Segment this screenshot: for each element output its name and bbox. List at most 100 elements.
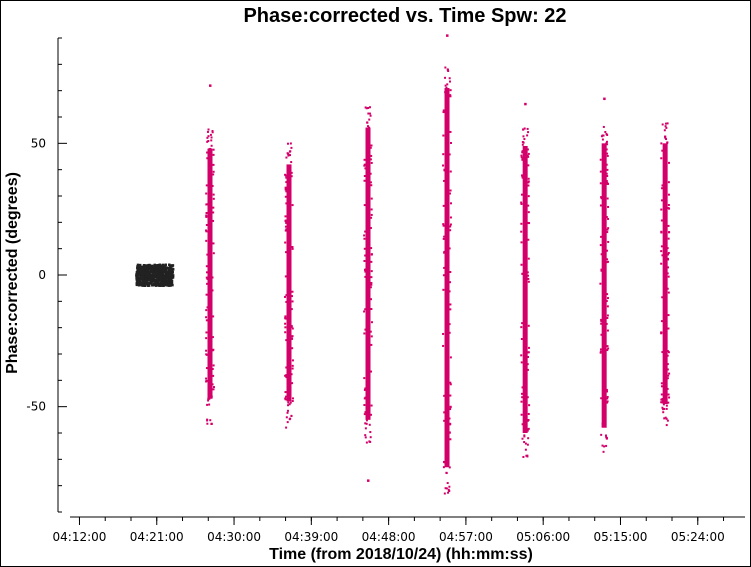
data-point <box>284 219 287 222</box>
data-point <box>667 393 670 396</box>
data-point <box>607 182 610 185</box>
chart-title: Phase:corrected vs. Time Spw: 22 <box>243 5 566 27</box>
data-point <box>667 193 670 196</box>
data-point <box>205 192 208 195</box>
data-point <box>146 266 150 270</box>
data-point <box>606 293 609 296</box>
data-point <box>666 253 669 256</box>
data-point <box>667 224 670 227</box>
data-point <box>665 138 668 141</box>
data-point <box>666 247 669 250</box>
data-point <box>136 276 140 279</box>
data-point <box>148 271 151 275</box>
data-point <box>136 263 140 267</box>
data-point <box>447 488 450 491</box>
data-point <box>521 423 524 426</box>
data-point <box>600 333 603 336</box>
data-point <box>599 204 602 207</box>
data-band <box>207 148 213 399</box>
data-point <box>284 188 287 191</box>
data-point <box>665 404 668 407</box>
data-point <box>449 223 452 226</box>
data-point <box>660 262 663 265</box>
data-point <box>138 263 142 267</box>
data-point <box>170 272 174 275</box>
data-point <box>364 270 367 273</box>
data-point <box>285 366 288 369</box>
data-point <box>285 190 288 193</box>
data-point <box>660 199 663 202</box>
data-point <box>520 241 523 244</box>
data-point <box>284 374 287 377</box>
data-point <box>600 253 603 256</box>
data-point <box>152 278 155 281</box>
data-point <box>605 261 608 264</box>
data-point <box>521 386 524 389</box>
data-point <box>443 266 446 269</box>
data-point <box>145 265 149 268</box>
data-point <box>150 275 153 278</box>
data-point <box>155 264 158 267</box>
data-point <box>521 437 524 440</box>
data-point <box>369 114 372 117</box>
data-point <box>170 273 174 277</box>
data-band <box>286 164 292 402</box>
data-point <box>605 444 608 447</box>
x-tick-label: 04:57:00 <box>439 530 493 544</box>
data-point <box>136 265 139 268</box>
data-point <box>526 429 529 432</box>
data-point <box>161 275 164 279</box>
data-point <box>205 331 208 334</box>
data-point <box>364 275 367 278</box>
data-point <box>370 343 373 346</box>
data-point <box>288 165 291 168</box>
data-point <box>211 276 214 279</box>
data-point <box>605 148 608 151</box>
data-point <box>162 284 165 288</box>
data-point <box>606 168 609 171</box>
data-point <box>524 442 527 445</box>
data-point <box>666 377 669 380</box>
data-point <box>205 265 208 268</box>
data-point <box>162 283 166 286</box>
data-point <box>155 282 158 286</box>
data-point <box>443 394 446 397</box>
data-point <box>442 134 445 137</box>
data-point <box>139 268 143 272</box>
data-point <box>520 413 523 416</box>
data-point <box>599 350 602 353</box>
data-point <box>446 91 449 94</box>
data-point <box>286 411 289 414</box>
data-point <box>449 381 452 384</box>
data-point <box>599 158 602 161</box>
data-point <box>136 273 139 276</box>
data-point <box>162 268 166 271</box>
data-point <box>154 279 157 282</box>
data-point <box>137 270 140 274</box>
data-point <box>606 154 609 157</box>
data-point <box>660 230 663 233</box>
data-point <box>150 268 154 271</box>
data-point <box>370 413 373 416</box>
data-point <box>363 234 366 237</box>
data-point <box>212 219 215 222</box>
data-point <box>152 279 156 283</box>
data-point <box>285 156 288 159</box>
data-point <box>143 270 147 274</box>
data-point <box>205 349 208 352</box>
data-point <box>291 400 294 403</box>
data-point <box>212 388 215 391</box>
data-point <box>521 150 524 153</box>
data-point <box>442 224 445 227</box>
data-point <box>149 266 152 269</box>
data-point <box>665 424 668 427</box>
data-point <box>599 170 602 173</box>
data-point <box>368 112 371 115</box>
data-point <box>205 239 208 242</box>
data-point <box>660 142 663 145</box>
data-point <box>140 272 143 276</box>
data-point <box>523 127 526 130</box>
data-point <box>526 127 529 130</box>
data-point <box>606 152 609 155</box>
data-point <box>206 277 209 280</box>
